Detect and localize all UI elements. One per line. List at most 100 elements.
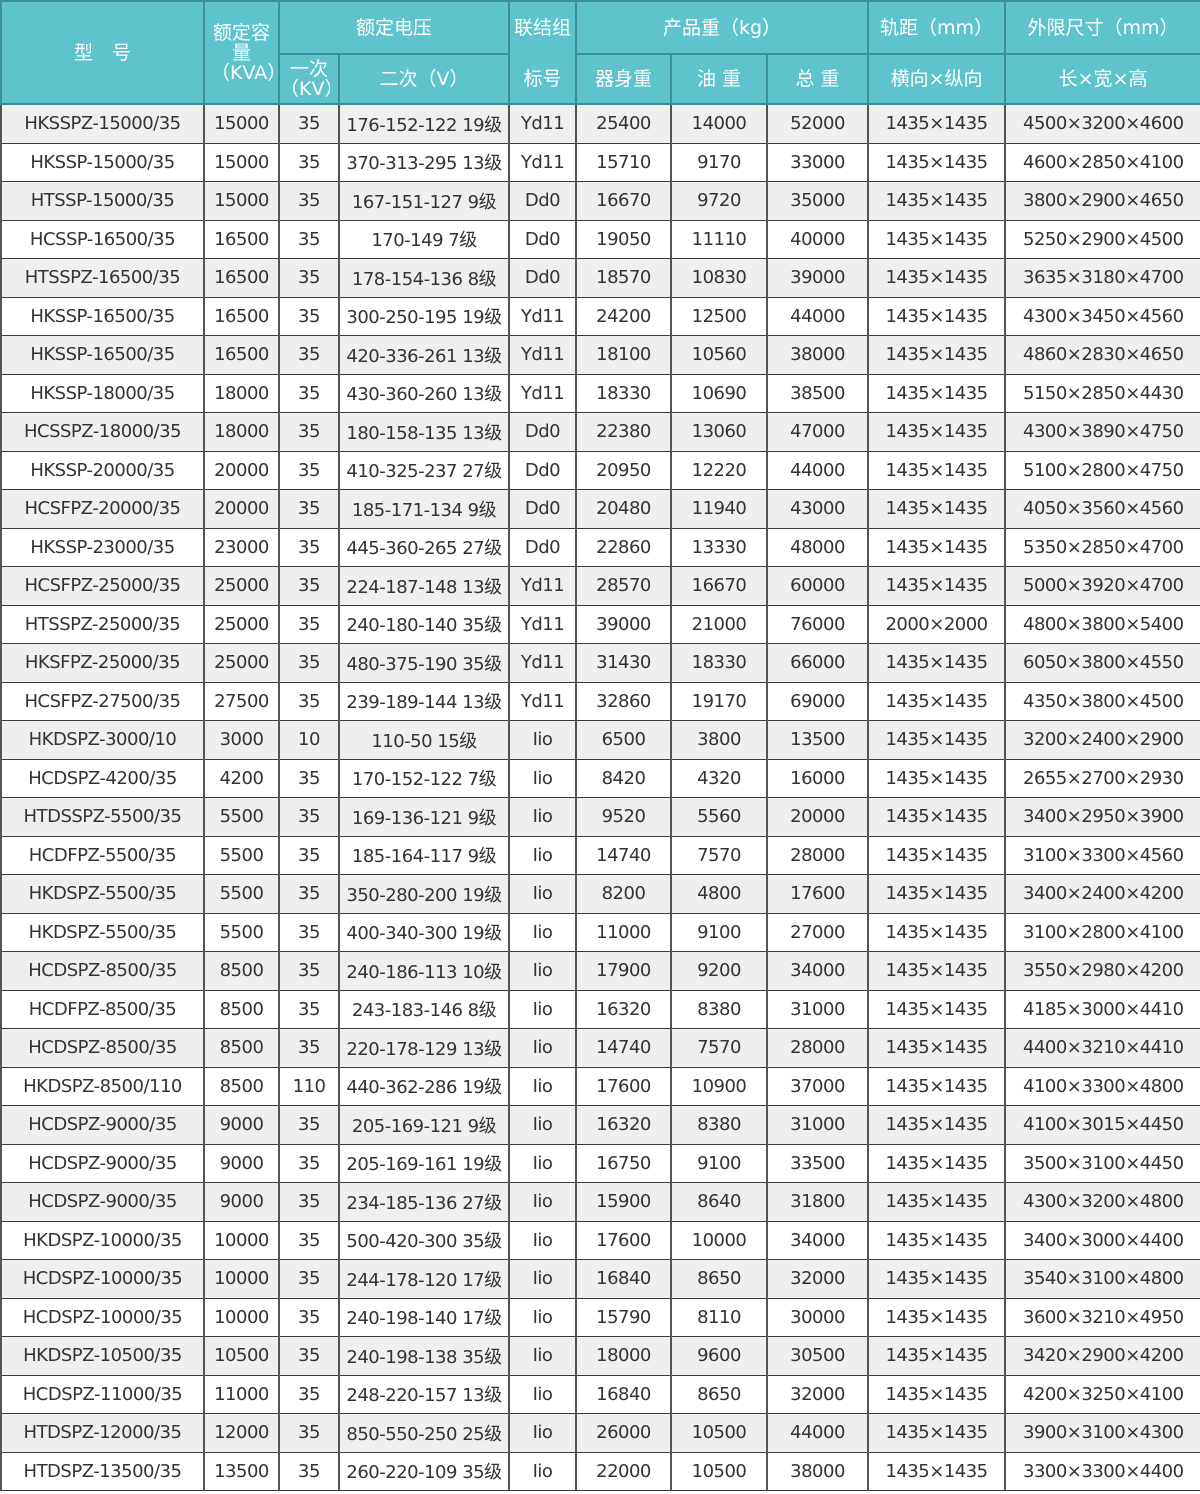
- header-voltage: 额定电压: [277, 0, 511, 55]
- cell-gauge: 1435×1435: [867, 1413, 1006, 1453]
- cell-total-weight: 52000: [766, 103, 869, 144]
- cell-total-weight: 33000: [766, 142, 869, 182]
- cell-secondary-voltage: 170-149 7级: [337, 219, 510, 259]
- cell-capacity: 15000: [203, 103, 280, 144]
- cell-dimensions: 4500×3200×4600: [1004, 103, 1200, 144]
- header-gauge-sub: 横向×纵向: [867, 53, 1007, 105]
- cell-connection: Iio: [508, 1028, 577, 1068]
- table-row: HCSFPZ-27500/35 27500 35 239-189-144 13级 Yd1…: [0, 681, 1200, 721]
- cell-primary-voltage: 35: [278, 1297, 340, 1337]
- cell-body-weight: 14740: [575, 835, 672, 875]
- table-row: HCDSPZ-9000/35 9000 35 205-169-121 9级 Iio 163…: [0, 1105, 1200, 1145]
- cell-connection: Iio: [508, 1143, 577, 1183]
- cell-primary-voltage: 35: [278, 489, 340, 529]
- cell-total-weight: 33500: [766, 1143, 869, 1183]
- cell-gauge: 1435×1435: [867, 835, 1006, 875]
- cell-model: HKSSP-15000/35: [0, 142, 205, 182]
- cell-primary-voltage: 35: [278, 1143, 340, 1183]
- cell-dimensions: 3900×3100×4300: [1004, 1413, 1200, 1453]
- cell-gauge: 1435×1435: [867, 1451, 1006, 1491]
- cell-total-weight: 66000: [766, 643, 869, 683]
- cell-body-weight: 14740: [575, 1028, 672, 1068]
- cell-total-weight: 39000: [766, 258, 869, 298]
- cell-oil-weight: 8380: [670, 1105, 768, 1145]
- header-total-weight: 总 重: [766, 53, 870, 105]
- cell-secondary-voltage: 445-360-265 27级: [337, 527, 510, 567]
- cell-gauge: 1435×1435: [867, 1028, 1006, 1068]
- cell-model: HKSSPZ-15000/35: [0, 103, 205, 144]
- cell-total-weight: 31800: [766, 1182, 869, 1222]
- cell-dimensions: 4050×3560×4560: [1004, 489, 1200, 529]
- cell-dimensions: 4300×3450×4560: [1004, 296, 1200, 336]
- table-body: HKSSPZ-15000/35 15000 35 176-152-122 19级 Yd1…: [0, 103, 1200, 1491]
- cell-oil-weight: 4320: [670, 758, 768, 798]
- cell-model: HCSFPZ-27500/35: [0, 681, 205, 721]
- cell-dimensions: 4860×2830×4650: [1004, 335, 1200, 375]
- cell-connection: Yd11: [508, 373, 577, 413]
- cell-model: HCDSPZ-9000/35: [0, 1105, 205, 1145]
- cell-dimensions: 3400×2400×4200: [1004, 874, 1200, 914]
- cell-capacity: 16500: [203, 296, 280, 336]
- cell-total-weight: 13500: [766, 720, 869, 760]
- table-row: HKSFPZ-25000/35 25000 35 480-375-190 35级 Yd1…: [0, 643, 1200, 683]
- cell-dimensions: 3200×2400×2900: [1004, 720, 1200, 760]
- cell-model: HKSSP-20000/35: [0, 450, 205, 490]
- cell-dimensions: 3400×3000×4400: [1004, 1220, 1200, 1260]
- cell-body-weight: 9520: [575, 797, 672, 837]
- cell-model: HKDSPZ-10000/35: [0, 1220, 205, 1260]
- cell-connection: Iio: [508, 1297, 577, 1337]
- cell-secondary-voltage: 170-152-122 7级: [337, 758, 510, 798]
- cell-primary-voltage: 35: [278, 604, 340, 644]
- cell-connection: Iio: [508, 951, 577, 991]
- cell-connection: Iio: [508, 1066, 577, 1106]
- cell-capacity: 18000: [203, 373, 280, 413]
- table-row: HTSSPZ-25000/35 25000 35 240-180-140 35级 Yd1…: [0, 604, 1200, 644]
- cell-body-weight: 11000: [575, 912, 672, 952]
- cell-capacity: 25000: [203, 566, 280, 606]
- cell-total-weight: 37000: [766, 1066, 869, 1106]
- table-row: HKSSP-15000/35 15000 35 370-313-295 13级 Yd11…: [0, 142, 1200, 182]
- cell-capacity: 16500: [203, 335, 280, 375]
- cell-body-weight: 15900: [575, 1182, 672, 1222]
- table-row: HTSSPZ-16500/35 16500 35 178-154-136 8级 Dd0 1…: [0, 258, 1200, 298]
- cell-gauge: 1435×1435: [867, 1143, 1006, 1183]
- cell-capacity: 20000: [203, 450, 280, 490]
- cell-primary-voltage: 35: [278, 874, 340, 914]
- cell-secondary-voltage: 430-360-260 13级: [337, 373, 510, 413]
- cell-connection: Iio: [508, 1413, 577, 1453]
- cell-dimensions: 3800×2900×4650: [1004, 181, 1200, 221]
- cell-secondary-voltage: 850-550-250 25级: [337, 1413, 510, 1453]
- cell-gauge: 1435×1435: [867, 412, 1006, 452]
- cell-gauge: 1435×1435: [867, 758, 1006, 798]
- cell-dimensions: 3540×3100×4800: [1004, 1259, 1200, 1299]
- cell-gauge: 1435×1435: [867, 450, 1006, 490]
- cell-connection: Yd11: [508, 142, 577, 182]
- cell-body-weight: 6500: [575, 720, 672, 760]
- header-capacity: 额定容量（KVA）: [203, 0, 286, 105]
- cell-total-weight: 28000: [766, 835, 869, 875]
- cell-model: HTSSPZ-16500/35: [0, 258, 205, 298]
- cell-oil-weight: 8110: [670, 1297, 768, 1337]
- cell-primary-voltage: 35: [278, 1028, 340, 1068]
- cell-gauge: 1435×1435: [867, 951, 1006, 991]
- cell-oil-weight: 10560: [670, 335, 768, 375]
- header-body-weight: 器身重: [575, 53, 673, 105]
- cell-body-weight: 22000: [575, 1451, 672, 1491]
- cell-dimensions: 4200×3250×4100: [1004, 1374, 1200, 1414]
- cell-model: HCDSPZ-9000/35: [0, 1143, 205, 1183]
- cell-secondary-voltage: 185-171-134 9级: [337, 489, 510, 529]
- cell-primary-voltage: 35: [278, 1182, 340, 1222]
- cell-dimensions: 4350×3800×4500: [1004, 681, 1200, 721]
- cell-total-weight: 44000: [766, 1413, 869, 1453]
- cell-model: HCSSPZ-18000/35: [0, 412, 205, 452]
- table-row: HCDSPZ-10000/35 10000 35 240-198-140 17级 Iio…: [0, 1297, 1200, 1337]
- table-row: HCDFPZ-8500/35 8500 35 243-183-146 8级 Iio 163…: [0, 989, 1200, 1029]
- cell-primary-voltage: 35: [278, 681, 340, 721]
- cell-model: HKSSP-18000/35: [0, 373, 205, 413]
- cell-body-weight: 22380: [575, 412, 672, 452]
- cell-model: HKSSP-23000/35: [0, 527, 205, 567]
- cell-model: HCDSPZ-9000/35: [0, 1182, 205, 1222]
- table-row: HKSSP-16500/35 16500 35 420-336-261 13级 Yd11…: [0, 335, 1200, 375]
- cell-primary-voltage: 35: [278, 1451, 340, 1491]
